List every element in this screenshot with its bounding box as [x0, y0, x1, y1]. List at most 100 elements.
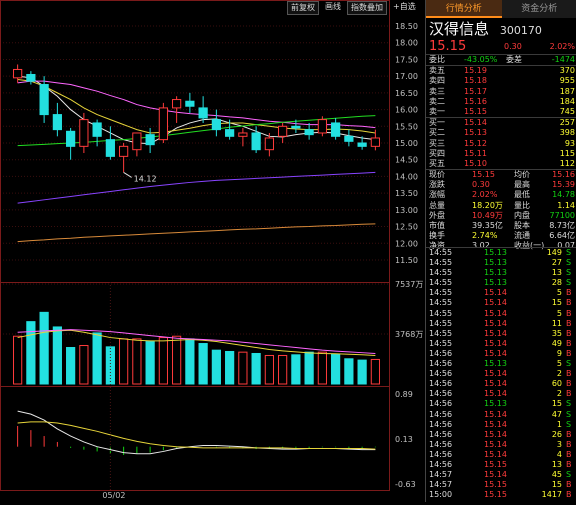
date-label: 05/02 — [102, 491, 125, 500]
price-tick-label: 12.00 — [395, 239, 418, 248]
buy-level-price: 15.14 — [464, 118, 487, 128]
volume-bar[interactable] — [358, 360, 366, 384]
candle[interactable] — [199, 96, 207, 123]
volume-bar[interactable] — [305, 352, 313, 384]
volume-bar[interactable] — [186, 339, 194, 384]
candle[interactable] — [239, 128, 247, 146]
volume-bar[interactable] — [212, 350, 220, 384]
candle-body — [305, 130, 313, 135]
candle-body — [332, 123, 340, 136]
macd-tick-label: 0.89 — [395, 390, 413, 399]
candle[interactable] — [53, 103, 61, 136]
fq-button[interactable]: 前复权 — [287, 1, 319, 15]
price-tick-label: 15.50 — [395, 122, 418, 131]
stat-label: 均价 — [514, 170, 530, 180]
bid-ratio-row: 委比 -43.05% 委差 -1474 — [426, 54, 576, 65]
volume-bar[interactable] — [239, 352, 247, 384]
candle[interactable] — [159, 103, 167, 143]
candle[interactable] — [146, 128, 154, 153]
tick-price: 15.14 — [484, 288, 507, 298]
stat-value: 0.30 — [472, 180, 490, 190]
tick-price: 15.14 — [484, 470, 507, 480]
volume-bar[interactable] — [252, 353, 260, 384]
candle[interactable] — [305, 123, 313, 140]
candle[interactable] — [133, 133, 141, 156]
volume-bar[interactable] — [67, 348, 75, 384]
volume-bar[interactable] — [120, 339, 128, 384]
tick-price: 15.14 — [484, 298, 507, 308]
volume-bar[interactable] — [292, 355, 300, 384]
volume-bar[interactable] — [279, 355, 287, 384]
price-tick-label: 13.50 — [395, 189, 418, 198]
kline-svg[interactable]: 18.5018.0017.5017.0016.5016.0015.5015.00… — [0, 0, 424, 502]
volume-bar[interactable] — [159, 338, 167, 384]
volume-bar[interactable] — [14, 336, 22, 384]
volume-bar[interactable] — [199, 344, 207, 384]
tick-price: 15.15 — [484, 480, 507, 490]
tick-volume: 5 — [538, 309, 562, 319]
stat-value: 2.74% — [472, 231, 497, 241]
candle[interactable] — [120, 143, 128, 172]
candle-body — [226, 130, 234, 137]
tick-direction: B — [566, 369, 572, 379]
tick-time: 14:55 — [429, 258, 452, 268]
candle[interactable] — [318, 116, 326, 136]
candle[interactable] — [212, 110, 220, 137]
tick-volume: 15 — [538, 298, 562, 308]
candle[interactable] — [332, 118, 340, 140]
current-price: 15.15 — [429, 39, 466, 54]
add-favorite-button[interactable]: +自选 — [390, 1, 419, 13]
tick-volume: 9 — [538, 349, 562, 359]
volume-bar[interactable] — [93, 333, 101, 384]
index-overlay-button[interactable]: 指数叠加 — [347, 1, 387, 15]
candle-body — [146, 135, 154, 145]
volume-bar[interactable] — [173, 336, 181, 384]
tick-time: 14:55 — [429, 329, 452, 339]
tick-direction: B — [566, 490, 572, 500]
volume-bar[interactable] — [80, 346, 88, 384]
volume-bar[interactable] — [332, 354, 340, 384]
tick-price: 15.14 — [484, 450, 507, 460]
tab-market-analysis[interactable]: 行情分析 — [426, 0, 502, 18]
candle[interactable] — [67, 128, 75, 160]
tick-time: 14:55 — [429, 309, 452, 319]
volume-bar[interactable] — [265, 355, 273, 384]
tick-price: 15.14 — [484, 440, 507, 450]
buy-level-volume: 112 — [560, 159, 575, 169]
candle[interactable] — [345, 130, 353, 147]
volume-bar[interactable] — [318, 352, 326, 384]
draw-line-button[interactable]: 画线 — [322, 1, 344, 13]
volume-bar[interactable] — [40, 312, 48, 384]
tab-fund-analysis[interactable]: 资金分析 — [502, 0, 576, 18]
candle-body — [159, 108, 167, 140]
volume-bar[interactable] — [133, 339, 141, 384]
candle[interactable] — [279, 123, 287, 143]
volume-bar[interactable] — [146, 342, 154, 384]
candle-body — [53, 115, 61, 130]
volume-bar[interactable] — [226, 351, 234, 384]
buy-level-label: 买四 — [429, 149, 445, 159]
volume-bar[interactable] — [371, 359, 379, 384]
tick-time: 14:55 — [429, 268, 452, 278]
candle[interactable] — [93, 120, 101, 147]
volume-bar[interactable] — [345, 359, 353, 384]
candle[interactable] — [80, 113, 88, 153]
bid-diff-value: -1474 — [552, 55, 575, 65]
candle[interactable] — [40, 76, 48, 123]
tick-time: 14:55 — [429, 319, 452, 329]
candle[interactable] — [173, 96, 181, 123]
volume-bar[interactable] — [53, 327, 61, 384]
stat-label: 涨幅 — [429, 190, 445, 200]
buy-level-price: 15.12 — [464, 139, 487, 149]
